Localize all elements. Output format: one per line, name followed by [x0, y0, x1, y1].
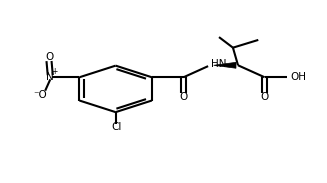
Text: HN: HN: [211, 59, 227, 69]
Text: O: O: [180, 92, 188, 102]
Text: O: O: [261, 92, 269, 102]
Text: +: +: [51, 67, 58, 76]
Text: ⁻O: ⁻O: [33, 90, 47, 100]
Text: Cl: Cl: [111, 122, 121, 132]
Text: OH: OH: [290, 72, 306, 82]
Text: O: O: [45, 52, 53, 62]
Text: N: N: [46, 72, 54, 82]
Polygon shape: [214, 62, 236, 68]
